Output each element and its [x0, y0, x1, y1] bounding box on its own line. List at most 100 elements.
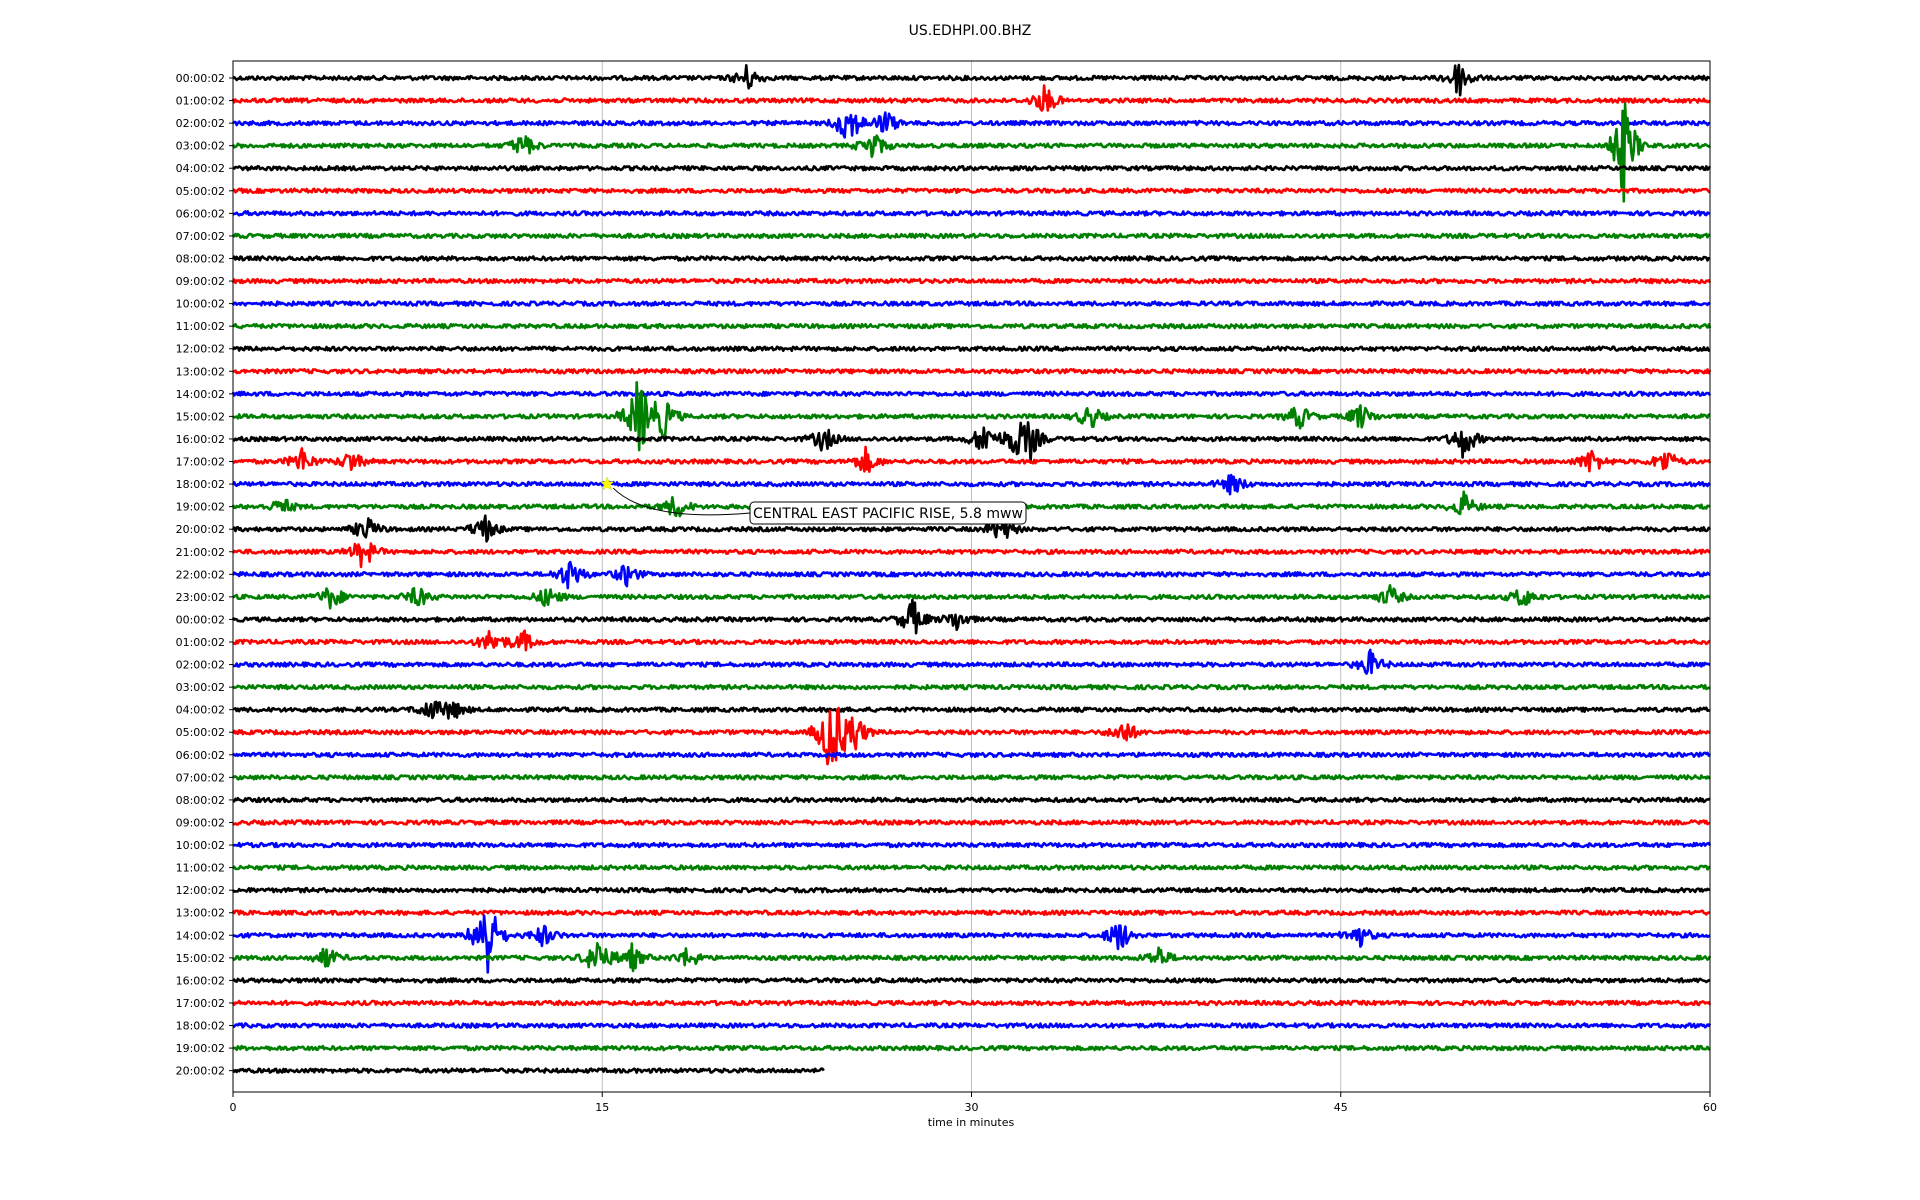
row-time-label: 20:00:02 — [176, 1065, 225, 1078]
row-time-label: 10:00:02 — [176, 298, 225, 311]
row-time-label: 14:00:02 — [176, 929, 225, 942]
trace-line — [232, 1044, 1711, 1052]
row-time-label: 02:00:02 — [176, 659, 225, 672]
x-tick-label: 45 — [1334, 1101, 1348, 1114]
row-time-label: 07:00:02 — [176, 230, 225, 243]
trace-line — [231, 864, 1711, 871]
row-time-label: 05:00:02 — [176, 726, 225, 739]
row-time-label: 04:00:02 — [176, 704, 225, 717]
trace-line — [231, 560, 1711, 590]
trace-line — [231, 84, 1712, 112]
trace-line — [232, 841, 1712, 849]
row-time-label: 08:00:02 — [176, 794, 225, 807]
row-time-label: 17:00:02 — [176, 997, 225, 1010]
trace-line — [231, 751, 1712, 759]
row-time-label: 18:00:02 — [176, 1020, 225, 1033]
x-tick-label: 30 — [965, 1101, 979, 1114]
trace-line — [232, 914, 1711, 974]
row-time-label: 11:00:02 — [176, 862, 225, 875]
trace-line — [231, 255, 1711, 262]
trace-line — [232, 629, 1711, 652]
row-time-label: 16:00:02 — [176, 974, 225, 987]
row-time-label: 12:00:02 — [176, 343, 225, 356]
chart-title: US.EDHPI.00.BHZ — [909, 23, 1032, 39]
row-time-label: 04:00:02 — [176, 162, 225, 175]
trace-line — [231, 232, 1711, 240]
row-time-label: 18:00:02 — [176, 478, 225, 491]
trace-line — [231, 999, 1712, 1007]
row-time-label: 13:00:02 — [176, 365, 225, 378]
trace-line — [232, 368, 1712, 375]
row-time-label: 22:00:02 — [176, 568, 225, 581]
trace-line — [231, 1067, 825, 1074]
trace-line — [232, 445, 1712, 473]
row-time-label: 09:00:02 — [176, 816, 225, 829]
x-axis-label: time in minutes — [928, 1116, 1015, 1129]
event-annotations: CENTRAL EAST PACIFIC RISE, 5.8 mww — [599, 476, 1027, 525]
plot-frame — [232, 60, 1711, 1093]
row-time-label: 13:00:02 — [176, 907, 225, 920]
trace-line — [231, 886, 1711, 894]
row-time-label: 17:00:02 — [176, 456, 225, 469]
trace-line — [231, 514, 1712, 543]
trace-line — [232, 1022, 1712, 1029]
row-time-label: 00:00:02 — [176, 72, 225, 85]
trace-line — [231, 542, 1711, 569]
x-axis-ticks: 0 15 30 45 60 — [230, 1092, 1717, 1114]
row-time-label: 19:00:02 — [176, 1042, 225, 1055]
row-time-label: 12:00:02 — [176, 884, 225, 897]
trace-line — [232, 977, 1711, 984]
trace-line — [231, 683, 1711, 691]
row-time-label: 09:00:02 — [176, 275, 225, 288]
row-time-label: 01:00:02 — [176, 636, 225, 649]
trace-line — [232, 819, 1711, 826]
row-time-label: 03:00:02 — [176, 681, 225, 694]
row-time-label: 15:00:02 — [176, 410, 225, 423]
seismogram-traces — [231, 63, 1712, 1074]
row-time-label: 21:00:02 — [176, 546, 225, 559]
trace-line — [232, 700, 1711, 720]
x-tick-label: 60 — [1703, 1101, 1717, 1114]
row-time-label: 20:00:02 — [176, 523, 225, 536]
trace-line — [232, 648, 1711, 675]
row-time-label: 19:00:02 — [176, 501, 225, 514]
trace-line — [232, 381, 1711, 452]
trace-line — [231, 390, 1712, 398]
trace-line — [231, 942, 1712, 973]
trace-line — [232, 63, 1711, 97]
x-tick-label: 0 — [230, 1101, 237, 1114]
row-time-label: 02:00:02 — [176, 117, 225, 130]
row-time-label: 15:00:02 — [176, 952, 225, 965]
row-time-label: 01:00:02 — [176, 95, 225, 108]
trace-line — [231, 598, 1711, 635]
row-time-label: 03:00:02 — [176, 140, 225, 153]
trace-line — [231, 102, 1711, 203]
row-time-label: 08:00:02 — [176, 252, 225, 265]
row-time-label: 16:00:02 — [176, 433, 225, 446]
row-time-labels: 00:00:02 01:00:02 02:00:02 03:00:02 04:00:02… — [176, 72, 233, 1078]
row-time-label: 07:00:02 — [176, 771, 225, 784]
row-time-label: 06:00:02 — [176, 749, 225, 762]
trace-line — [232, 584, 1711, 610]
annotation-arrow — [612, 487, 751, 516]
trace-line — [231, 322, 1712, 330]
row-time-label: 00:00:02 — [176, 613, 225, 626]
row-time-label: 11:00:02 — [176, 320, 225, 333]
trace-line — [232, 111, 1711, 139]
trace-line — [232, 187, 1711, 195]
row-time-label: 14:00:02 — [176, 388, 225, 401]
trace-line — [232, 164, 1712, 172]
trace-line — [232, 774, 1711, 781]
trace-line — [232, 421, 1711, 463]
row-time-label: 05:00:02 — [176, 185, 225, 198]
row-time-label: 06:00:02 — [176, 207, 225, 220]
row-time-label: 23:00:02 — [176, 591, 225, 604]
trace-line — [231, 345, 1711, 352]
trace-line — [232, 796, 1711, 804]
trace-line — [231, 300, 1711, 307]
trace-line — [231, 909, 1711, 916]
row-time-label: 10:00:02 — [176, 839, 225, 852]
trace-line — [231, 706, 1711, 766]
annotation-box — [749, 501, 1027, 525]
